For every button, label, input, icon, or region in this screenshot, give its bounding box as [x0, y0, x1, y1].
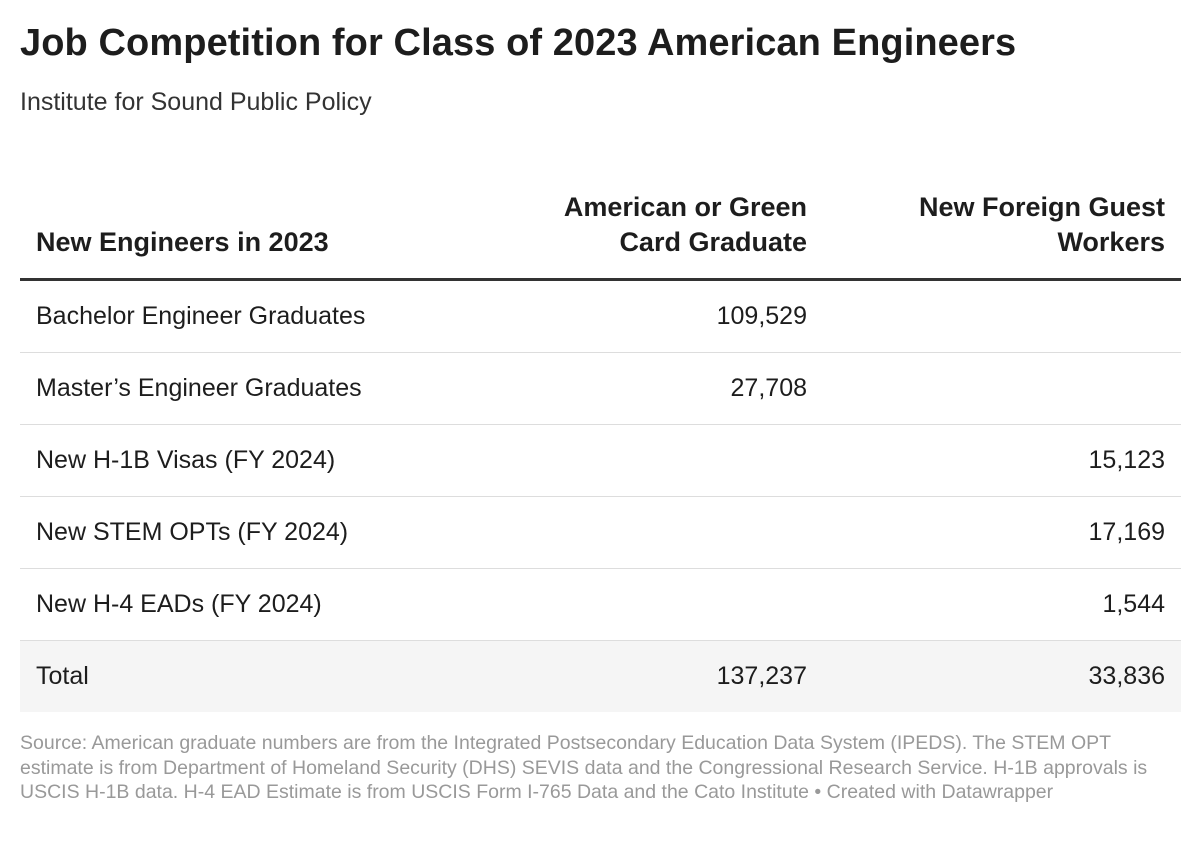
row-label: Total — [20, 640, 540, 712]
row-label: New H-1B Visas (FY 2024) — [20, 424, 540, 497]
cell-american — [540, 424, 823, 497]
table-header-row: New Engineers in 2023 American or Green … — [20, 172, 1181, 281]
cell-american: 27,708 — [540, 352, 823, 425]
source-notes: Source: American graduate numbers are fr… — [20, 732, 1148, 803]
table-row: New STEM OPTs (FY 2024) 17,169 — [20, 496, 1181, 569]
chart-title: Job Competition for Class of 2023 Americ… — [20, 22, 1017, 64]
cell-american — [540, 568, 823, 641]
column-header-american[interactable]: American or Green Card Graduate — [540, 172, 823, 281]
cell-foreign: 33,836 — [823, 640, 1181, 712]
cell-foreign: 17,169 — [823, 496, 1181, 569]
table-row: New H-4 EADs (FY 2024) 1,544 — [20, 568, 1181, 641]
row-label: New H-4 EADs (FY 2024) — [20, 568, 540, 641]
table-row: New H-1B Visas (FY 2024) 15,123 — [20, 424, 1181, 497]
column-header-foreign[interactable]: New Foreign Guest Workers — [823, 172, 1181, 281]
chart-subtitle: Institute for Sound Public Policy — [20, 88, 372, 116]
data-table: New Engineers in 2023 American or Green … — [20, 172, 1181, 712]
row-label: Master’s Engineer Graduates — [20, 352, 540, 425]
table-row: Master’s Engineer Graduates 27,708 — [20, 352, 1181, 425]
row-label: Bachelor Engineer Graduates — [20, 279, 540, 353]
table-total-row: Total 137,237 33,836 — [20, 640, 1181, 712]
cell-american: 137,237 — [540, 640, 823, 712]
cell-foreign — [823, 352, 1181, 425]
cell-american — [540, 496, 823, 569]
table-row: Bachelor Engineer Graduates 109,529 — [20, 279, 1181, 353]
cell-american: 109,529 — [540, 279, 823, 353]
column-header-category[interactable]: New Engineers in 2023 — [20, 172, 540, 281]
row-label: New STEM OPTs (FY 2024) — [20, 496, 540, 569]
cell-foreign: 15,123 — [823, 424, 1181, 497]
cell-foreign — [823, 279, 1181, 353]
cell-foreign: 1,544 — [823, 568, 1181, 641]
